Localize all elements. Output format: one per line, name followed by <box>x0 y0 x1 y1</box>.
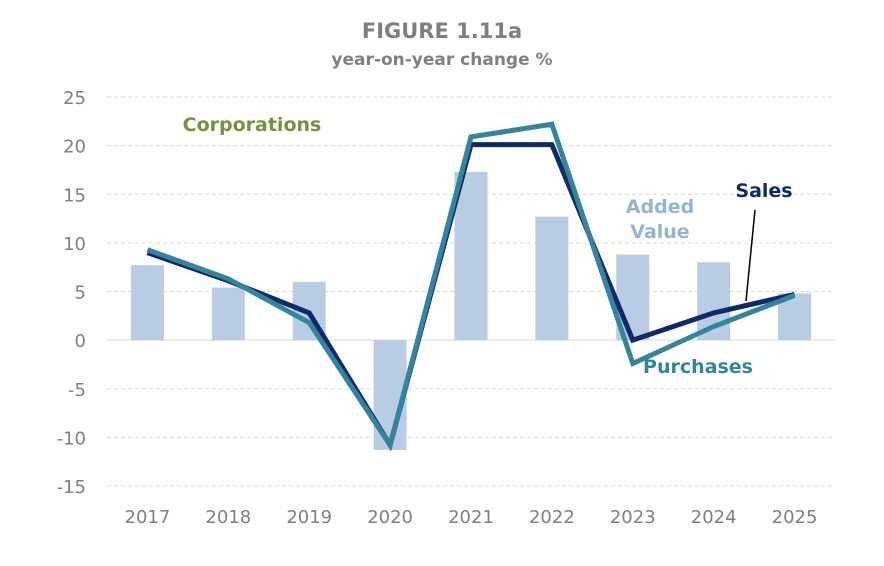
x-tick-label: 2022 <box>529 507 575 528</box>
bar-added-value <box>130 265 164 341</box>
x-tick-label: 2017 <box>125 507 171 528</box>
y-tick-label: 10 <box>63 234 86 255</box>
x-tick-label: 2019 <box>286 507 332 528</box>
x-tick-label: 2025 <box>772 507 818 528</box>
x-tick-label: 2023 <box>610 507 656 528</box>
x-tick-label: 2020 <box>367 507 413 528</box>
y-tick-label: 0 <box>75 331 86 352</box>
y-tick-label: -15 <box>57 477 86 498</box>
y-tick-label: 20 <box>63 137 86 158</box>
x-tick-label: 2021 <box>448 507 494 528</box>
y-tick-label: -10 <box>57 428 86 449</box>
bar-added-value <box>454 171 488 341</box>
sales-leader-line <box>745 209 756 302</box>
legend-sales: Sales <box>735 180 792 202</box>
legend-added-value-line1: Added <box>626 196 694 218</box>
y-tick-label: 5 <box>75 283 86 304</box>
x-tick-label: 2024 <box>691 507 737 528</box>
legend-purchases: Purchases <box>643 356 753 378</box>
legend-added-value-line2: Value <box>630 221 689 243</box>
annotation-corporations: Corporations <box>183 114 322 136</box>
chart-subtitle: year-on-year change % <box>331 50 552 70</box>
y-tick-label: -5 <box>68 380 86 401</box>
chart-title: FIGURE 1.11a <box>362 19 522 43</box>
bar-added-value <box>535 216 569 341</box>
bar-added-value <box>211 287 245 341</box>
y-tick-label: 15 <box>63 185 86 206</box>
y-tick-label: 25 <box>63 88 86 109</box>
x-tick-label: 2018 <box>205 507 251 528</box>
